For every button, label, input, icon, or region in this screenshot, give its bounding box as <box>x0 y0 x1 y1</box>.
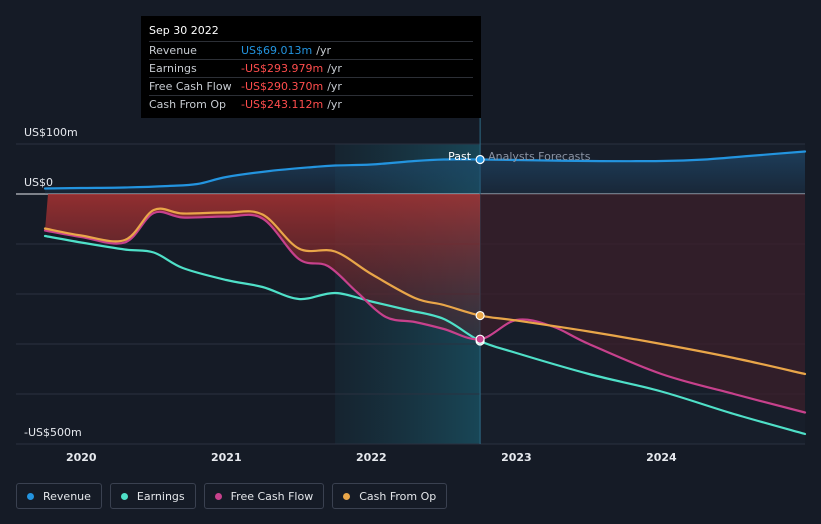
past-label: Past <box>448 150 472 163</box>
forecast-label: Analysts Forecasts <box>488 150 591 163</box>
revenue-line <box>43 150 807 190</box>
legend-item-cash-from-op[interactable]: Cash From Op <box>332 483 448 509</box>
legend-item-revenue[interactable]: Revenue <box>16 483 102 509</box>
chart: US$100m US$0 -US$500m 2020 2021 2022 2023 2024 P… <box>16 118 807 464</box>
tooltip-unit: /yr <box>327 98 342 111</box>
legend-label: Free Cash Flow <box>230 489 314 503</box>
legend-label: Earnings <box>136 489 185 503</box>
tooltip-label: Free Cash Flow <box>149 80 232 93</box>
legend-item-earnings[interactable]: Earnings <box>109 483 196 509</box>
x-tick-label: 2022 <box>356 451 387 464</box>
y-tick-label: US$100m <box>24 126 78 139</box>
legend-label: Cash From Op <box>359 489 437 503</box>
revenue-marker <box>475 154 485 165</box>
cash-from-op-marker <box>475 310 485 321</box>
x-tick-label: 2023 <box>501 451 532 464</box>
cash-from-op-line <box>43 207 807 376</box>
y-tick-label: US$0 <box>24 176 53 189</box>
tooltip-label: Revenue <box>149 44 197 57</box>
x-tick-label: 2021 <box>211 451 242 464</box>
legend-label: Revenue <box>43 489 91 503</box>
tooltip-value: -US$293.979m <box>241 62 324 75</box>
y-tick-label: -US$500m <box>24 426 82 439</box>
earnings-line <box>43 234 807 436</box>
tooltip-unit: /yr <box>327 62 342 75</box>
x-tick-label: 2024 <box>646 451 677 464</box>
legend-dot-icon <box>120 492 128 500</box>
tooltip-row-cash-from-op: Cash From Op -US$243.112m /yr <box>149 95 473 113</box>
free-cash-flow-marker <box>475 334 485 344</box>
tooltip: Sep 30 2022 Revenue US$69.013m /yr Earni… <box>141 16 481 118</box>
tooltip-value: -US$243.112m <box>241 98 324 111</box>
tooltip-unit: /yr <box>327 80 342 93</box>
tooltip-row-earnings: Earnings -US$293.979m /yr <box>149 59 473 77</box>
legend-item-free-cash-flow[interactable]: Free Cash Flow <box>203 483 325 509</box>
tooltip-label: Cash From Op <box>149 98 227 111</box>
legend-dot-icon <box>27 492 34 500</box>
legend-dot-icon <box>343 492 351 500</box>
tooltip-date: Sep 30 2022 <box>149 24 219 37</box>
free-cash-flow-line <box>43 210 807 414</box>
legend: Revenue Earnings Free Cash Flow Cash Fro… <box>16 483 448 509</box>
earnings-area-past <box>45 194 481 340</box>
tooltip-label: Earnings <box>149 62 197 75</box>
tooltip-row-revenue: Revenue US$69.013m /yr <box>149 41 473 59</box>
tooltip-unit: /yr <box>316 44 331 57</box>
tooltip-row-free-cash-flow: Free Cash Flow -US$290.370m /yr <box>149 77 473 95</box>
earnings-area-forecast <box>480 194 805 413</box>
tooltip-value: -US$290.370m <box>241 80 324 93</box>
tooltip-value: US$69.013m <box>241 44 313 57</box>
legend-dot-icon <box>214 492 222 500</box>
x-tick-label: 2020 <box>66 451 97 464</box>
